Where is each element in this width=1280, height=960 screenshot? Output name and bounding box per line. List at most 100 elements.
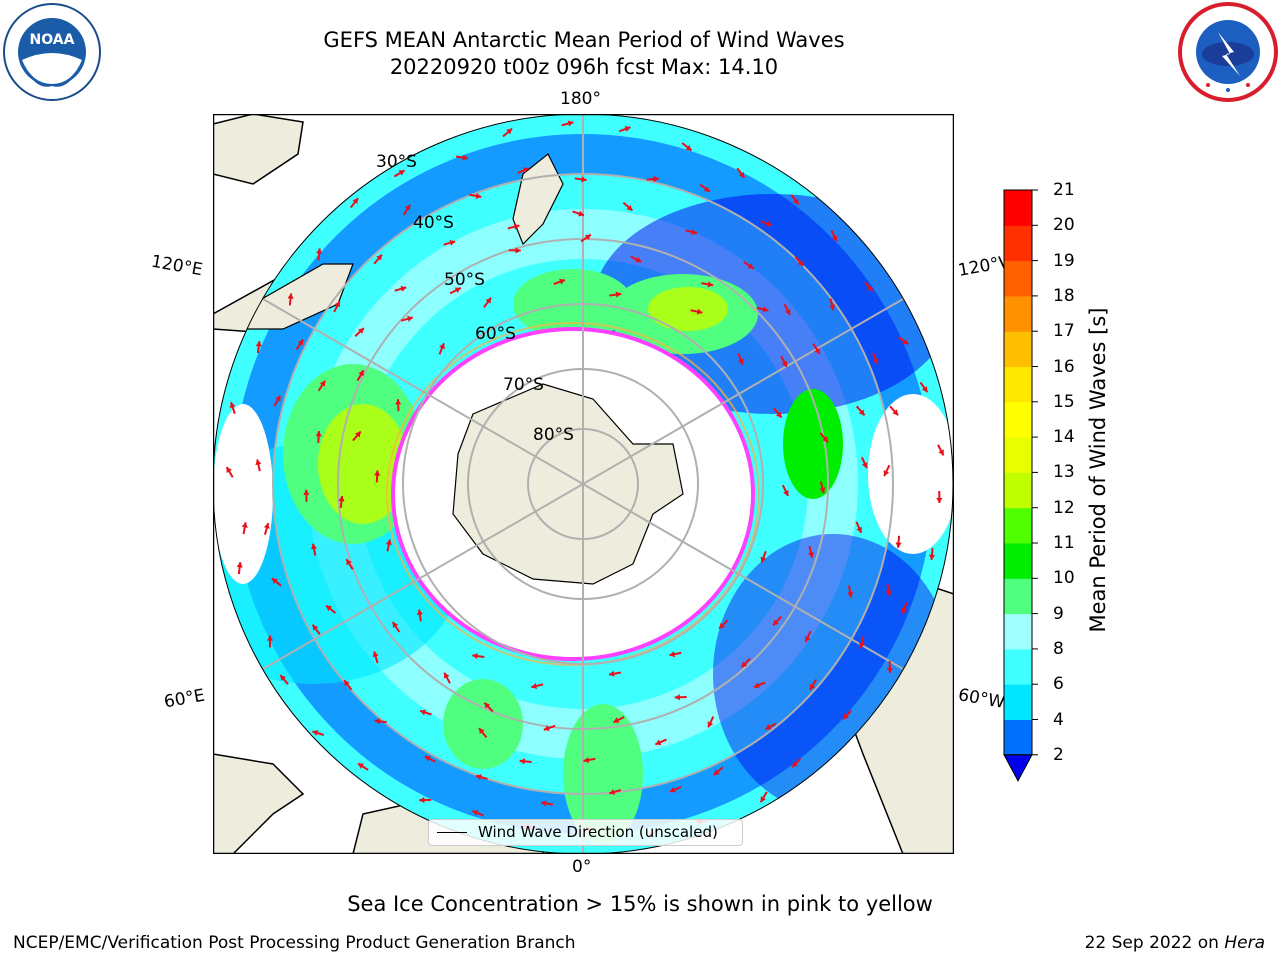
wind-arrow-head [773,619,779,626]
wind-arrow-head [624,126,631,132]
wind-arrow-head [613,717,620,723]
legend-label: Wind Wave Direction (unscaled) [478,823,718,841]
wind-arrow-head [793,198,799,205]
sea-ice-note: Sea Ice Concentration > 15% is shown in … [347,892,933,916]
latitude-label-40s: 40°S [413,213,454,233]
wind-arrow-head [707,721,714,728]
wind-arrow-head [858,409,865,416]
wind-arrow-head [236,562,243,568]
wind-arrow-head [541,800,547,807]
colorbar-segment [1004,648,1032,685]
wind-arrow-head [938,449,944,456]
wind-arrow-head [691,228,697,235]
wind-arrow-head [885,590,892,597]
wind-arrow-head [760,796,766,803]
wind-arrow-head [478,728,485,735]
wind-arrow-head [255,459,262,466]
wind-arrow-head [669,786,676,793]
wind-arrow-head [626,204,633,211]
colorbar-tick-label: 16 [1053,356,1075,377]
wind-arrow-head [475,192,482,199]
wind-arrow-head [809,683,816,690]
wind-arrow-head [407,315,413,322]
wind-arrow-head [928,554,936,560]
wind-arrow-head [241,522,248,528]
colorbar-segment [1004,684,1032,720]
map-panel [213,114,954,854]
colorbar-tick-label: 18 [1053,285,1075,306]
wind-arrow-head [901,607,908,614]
wind-arrow-head [814,347,820,354]
wind-arrow-head [762,306,769,313]
wind-arrow-head [358,328,364,334]
wind-arrow-head [416,609,423,615]
wind-arrow-head [376,254,382,261]
wind-arrow-head [374,718,381,725]
wind-arrow-head [326,605,332,612]
wind-arrow-head [472,652,478,660]
colorbar [1003,189,1038,782]
colorbar-segment [1004,366,1032,403]
wind-arrow-head [713,769,720,776]
wind-arrow-head [921,386,928,393]
wind-arrow-head [310,543,318,550]
colorbar-segment [1004,578,1032,615]
wind-arrow-head [543,725,550,732]
colorbar-tick-label: 8 [1053,638,1064,659]
colorbar-tick-label: 2 [1053,744,1064,765]
colorbar-tick-label: 12 [1053,497,1075,518]
wind-arrow-head [842,713,849,720]
wind-arrow-head [747,263,754,269]
wind-arrow-head [439,343,445,350]
wind-arrow-head [581,176,587,183]
wind-arrow-head [819,487,826,494]
colorbar-tick-label: 11 [1053,533,1075,553]
wind-arrow-head [858,642,865,649]
wind-arrow-head [462,154,468,161]
wind-arrow-head [784,308,791,315]
wind-arrow-head [475,774,482,781]
wind-arrow-head [902,338,909,345]
wind-arrow-head [392,622,399,629]
wind-arrow-head [484,702,491,709]
wind-arrow-head [395,399,402,405]
colorbar-segment [1004,472,1032,509]
wind-arrow-head [400,285,407,292]
wind-arrow-head [872,357,879,364]
wind-arrow-head [287,293,294,299]
chart-subtitle: 20220920 t00z 096h fcst Max: 14.10 [389,55,779,79]
wind-arrow-head [847,591,854,598]
wind-arrow-head [454,287,461,293]
wind-arrow-head [609,788,616,795]
colorbar-segment [1004,260,1032,297]
colorbar-segment [1004,613,1032,650]
wind-wave-direction-arrows [225,120,945,839]
colorbar-tick-label: 20 [1053,215,1075,236]
noaa-logo-text: NOAA [30,32,75,48]
wind-arrow-head [297,339,304,346]
wind-arrow-head [275,395,281,402]
wind-arrow-head [420,709,426,716]
footer-machine: Hera [1224,933,1265,953]
wind-arrow-head [315,431,322,437]
wind-arrow-head [783,489,789,496]
wind-arrow-head [892,409,899,416]
wind-arrow-head [352,198,359,205]
wind-arrow-head [866,285,873,292]
latitude-label-70s: 70°S [503,375,544,395]
wind-arrow-head [584,234,591,241]
wind-arrow-head [760,556,767,563]
wind-arrow-head [861,462,868,469]
wind-arrow-head [753,682,760,689]
wind-arrow-head [398,170,405,176]
colorbar-tick-label: 10 [1053,568,1075,589]
colorbar-segment [1004,190,1032,226]
wind-arrow-head [886,667,893,673]
wind-arrow-head [765,724,772,730]
wind-arrow-head [674,694,680,701]
colorbar-extend-min [1003,754,1033,782]
footer-date: 22 Sep 2022 on Hera [1085,932,1265,954]
wind-arrow-head [485,297,492,304]
colorbar-tick-label: 9 [1053,603,1064,624]
wind-arrow-head [263,523,270,529]
